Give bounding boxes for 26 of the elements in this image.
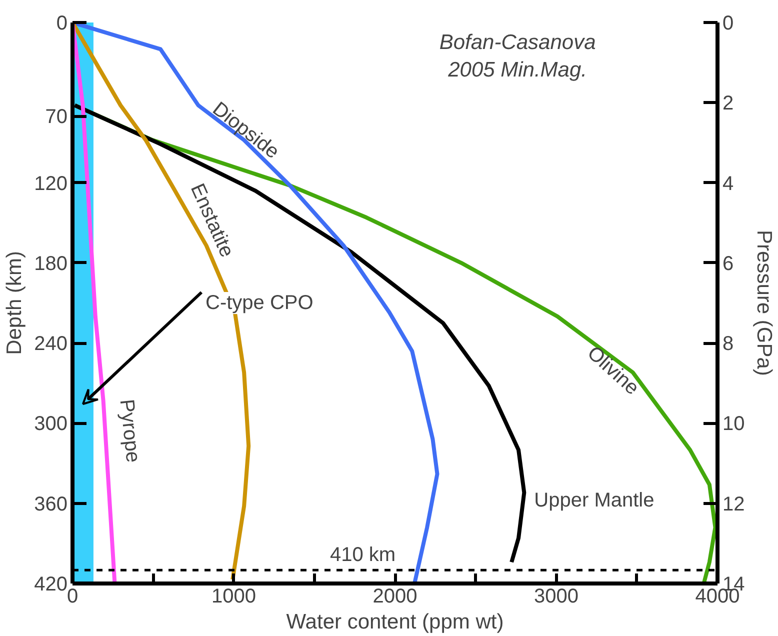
y2-tick-label: 0 xyxy=(722,12,734,34)
y2-tick-label: 6 xyxy=(722,252,734,275)
series-label: Upper Mantle xyxy=(534,490,654,512)
y2-tick-label: 4 xyxy=(722,172,734,195)
y2-tick-label: 12 xyxy=(722,493,745,516)
annotation: Bofan-Casanova 2005 Min.Mag. xyxy=(439,30,596,82)
x-tick-label: 3000 xyxy=(534,586,579,608)
y-tick-label: 360 xyxy=(34,493,68,516)
y-tick-label: 300 xyxy=(34,413,68,436)
y2-axis-title: Pressure (GPa) xyxy=(752,230,776,376)
y-tick-label: 120 xyxy=(34,172,68,195)
x-axis-title: Water content (ppm wt) xyxy=(286,610,504,634)
y-tick-label: 420 xyxy=(34,574,68,596)
y2-tick-label: 8 xyxy=(722,333,734,356)
y-tick-label: 180 xyxy=(34,252,68,275)
band-label: C-type CPO xyxy=(206,292,314,314)
x-tick-label: 1000 xyxy=(212,586,256,608)
y2-tick-label: 10 xyxy=(722,413,745,436)
y2-tick-label: 2 xyxy=(722,92,734,115)
y-tick-label: 0 xyxy=(56,12,68,34)
ref-line-label: 410 km xyxy=(330,544,396,566)
y-tick-label: 70 xyxy=(45,106,68,128)
y-tick-label: 240 xyxy=(34,333,68,356)
x-tick-label: 2000 xyxy=(372,586,418,608)
y-axis-title: Depth (km) xyxy=(3,251,26,355)
text: Pyrope xyxy=(115,398,144,464)
